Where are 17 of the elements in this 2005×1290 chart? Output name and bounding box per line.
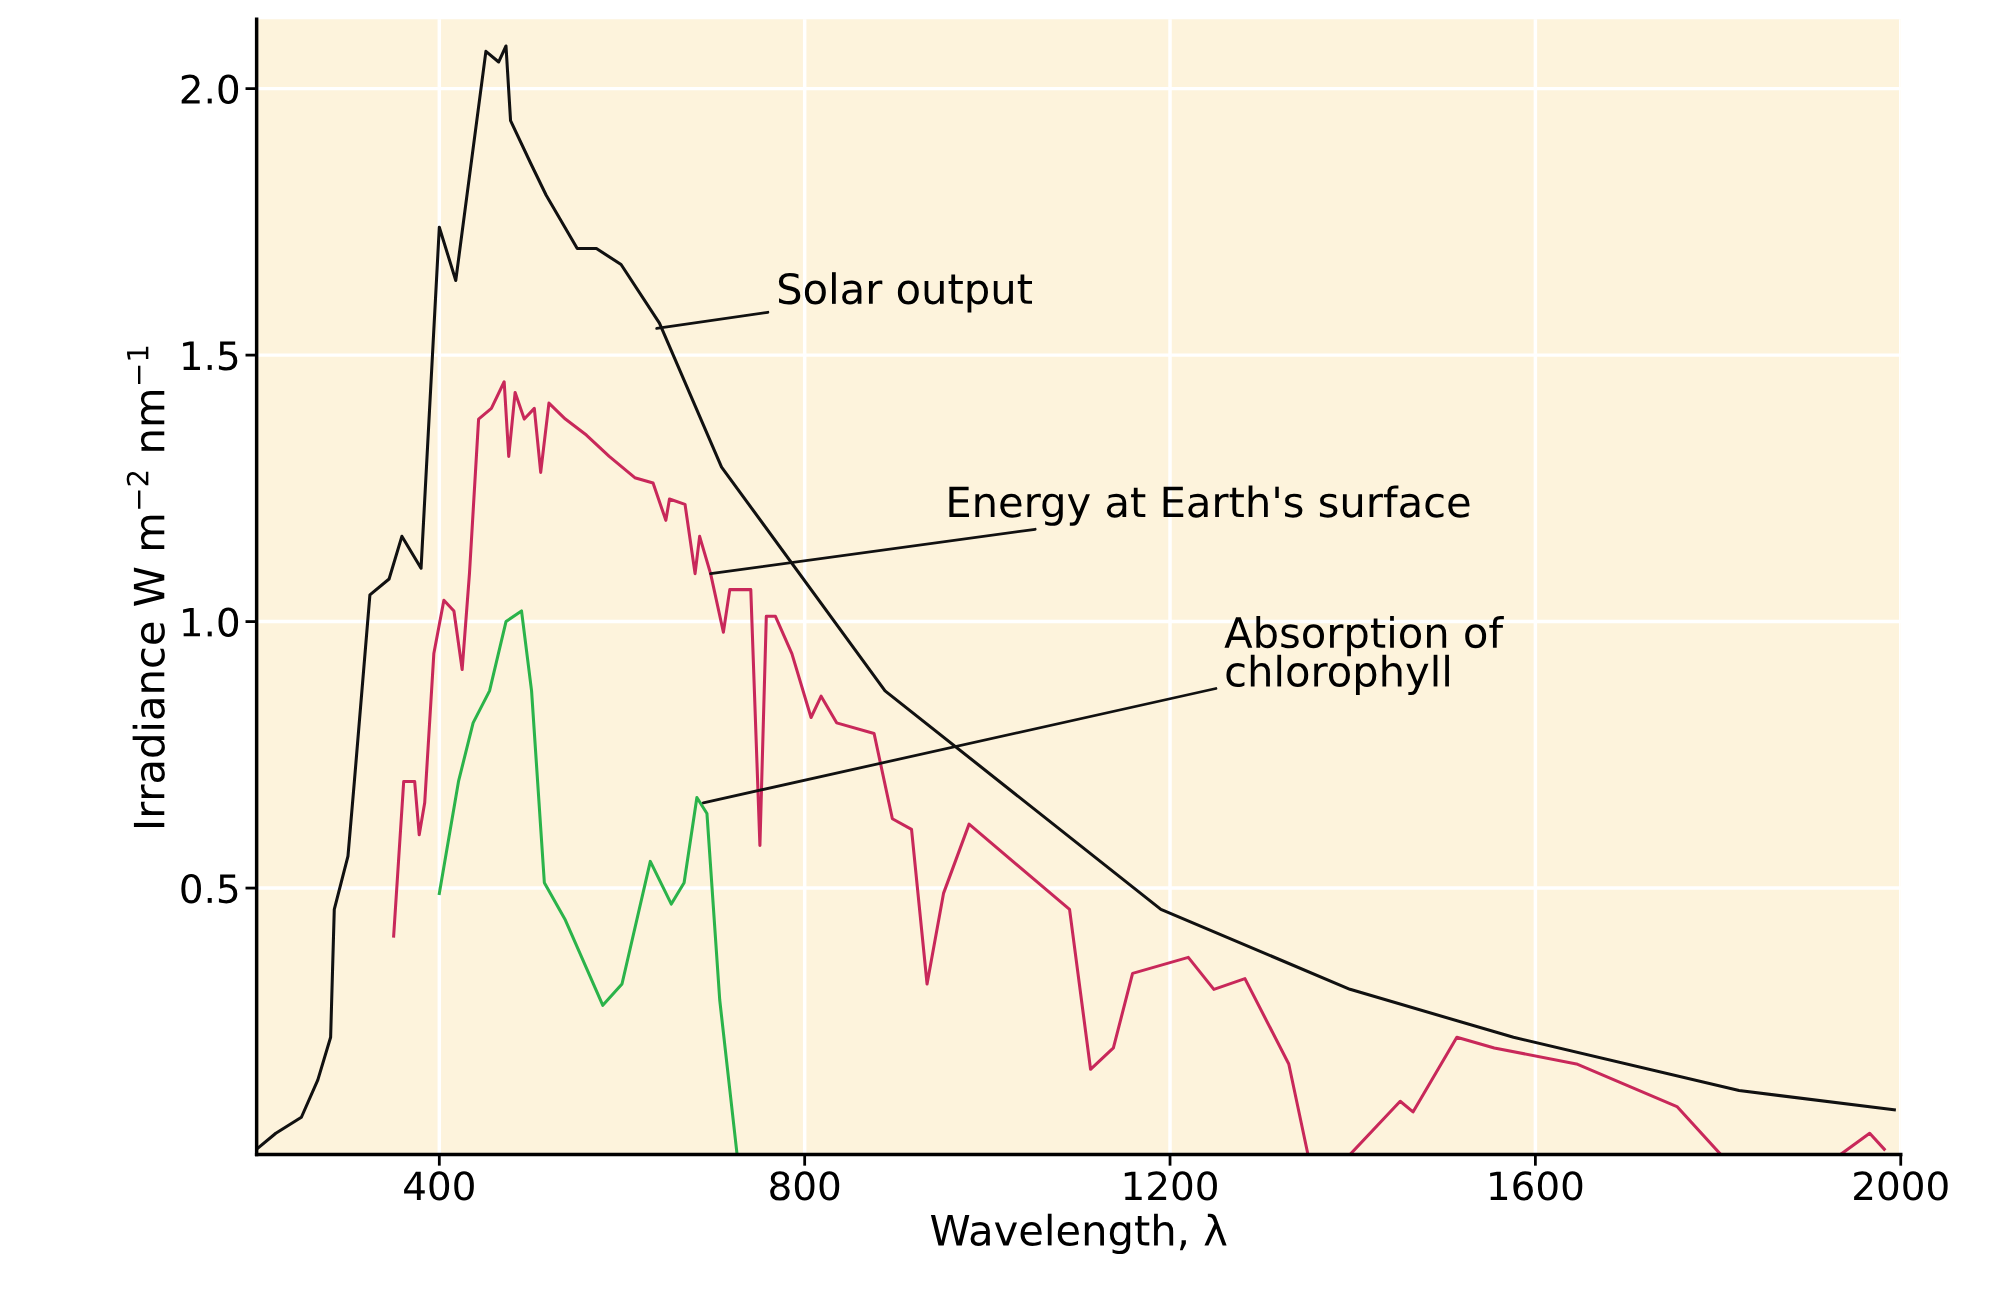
x-tick-label: 1600 <box>1490 1171 1583 1201</box>
annotation: Solar output <box>778 272 1033 313</box>
annotation: Absorption of chlorophyll <box>1224 616 1504 696</box>
x-tick-label: 1200 <box>1124 1171 1217 1201</box>
line-series <box>437 609 739 1155</box>
y-tick-label: 2.0 <box>181 74 239 104</box>
line-series <box>392 380 1886 1155</box>
x-tick-label: 800 <box>770 1171 840 1201</box>
x-axis-title: Wavelength, λ <box>930 1213 1227 1255</box>
x-tick-label: 2000 <box>1854 1171 1948 1201</box>
x-tick-label: 400 <box>404 1171 474 1201</box>
y-tick-label: 0.5 <box>181 873 238 904</box>
annotation: Energy at Earth's surface <box>949 485 1470 526</box>
y-tick-label: 1.0 <box>183 607 239 637</box>
y-axis-title: Irradiance W m$^{−2}$ nm$^{−1}$ <box>126 346 165 828</box>
y-tick-label: 1.5 <box>183 341 238 371</box>
line-series <box>256 44 1896 1151</box>
